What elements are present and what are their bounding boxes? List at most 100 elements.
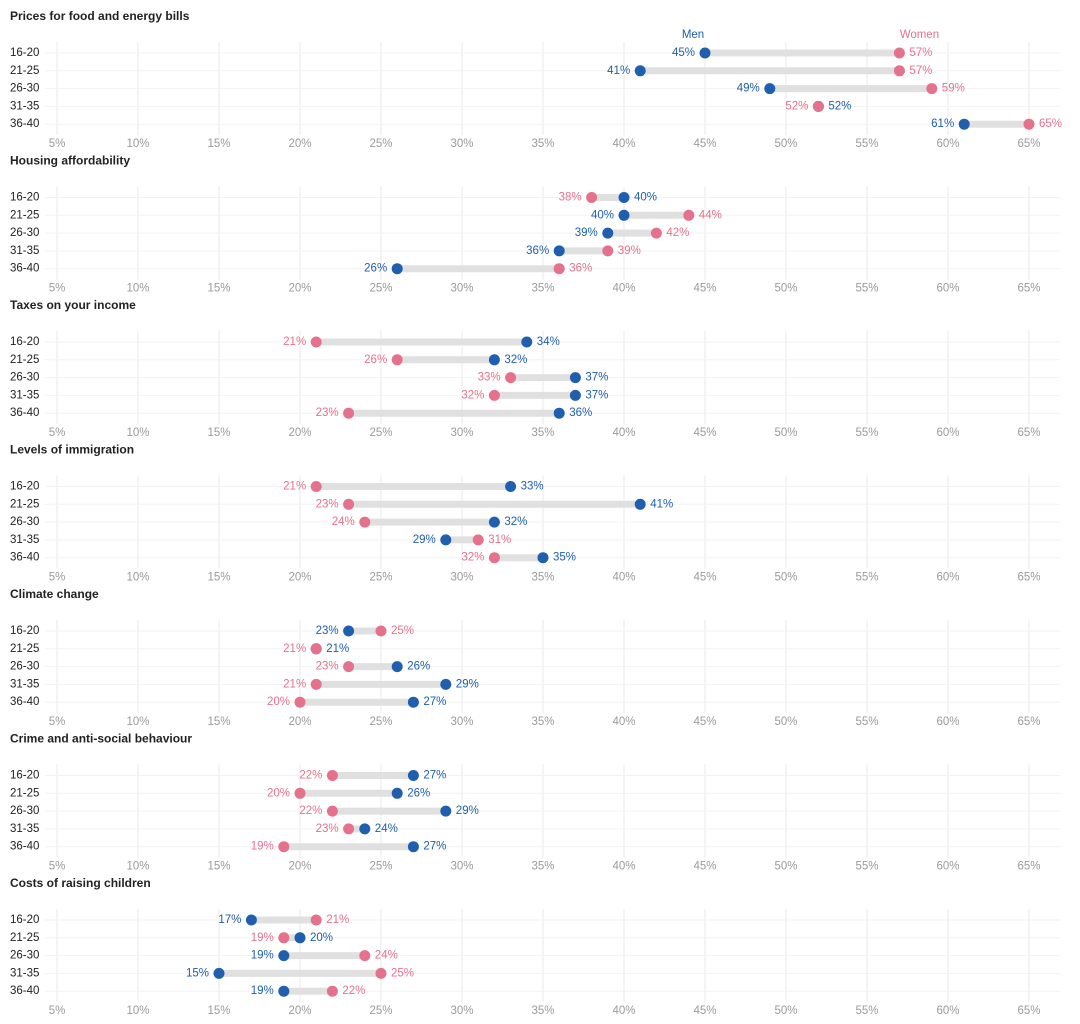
value-label: 20% — [267, 787, 290, 799]
row-label: 21-25 — [10, 787, 39, 799]
dot — [650, 227, 662, 239]
row-label: 26-30 — [10, 950, 39, 962]
x-tick-label: 65% — [1017, 716, 1040, 728]
dot — [440, 805, 452, 817]
value-label: 33% — [521, 481, 544, 493]
value-label: 57% — [909, 47, 932, 59]
x-tick-label: 10% — [126, 427, 149, 439]
dot — [359, 823, 371, 835]
x-tick-label: 65% — [1017, 572, 1040, 584]
x-tick-label: 5% — [49, 283, 66, 295]
value-label: 25% — [391, 625, 414, 637]
dot — [359, 516, 371, 528]
row-label: 16-20 — [10, 625, 39, 637]
value-label: 21% — [283, 678, 306, 690]
value-label: 17% — [218, 914, 241, 926]
dot — [553, 263, 565, 275]
row-label: 21-25 — [10, 643, 39, 655]
row-label: 26-30 — [10, 661, 39, 673]
dot — [391, 354, 403, 366]
x-tick-label: 20% — [288, 427, 311, 439]
value-label: 29% — [456, 678, 479, 690]
x-tick-label: 5% — [49, 138, 66, 150]
x-tick-label: 10% — [126, 572, 149, 584]
row-label: 16-20 — [10, 336, 39, 348]
value-label: 29% — [456, 805, 479, 817]
x-tick-label: 15% — [207, 861, 230, 873]
dot — [488, 552, 500, 564]
value-label: 21% — [283, 481, 306, 493]
value-label: 36% — [526, 245, 549, 257]
dot — [1023, 118, 1035, 130]
dot — [310, 643, 322, 655]
x-tick-label: 45% — [693, 138, 716, 150]
value-label: 23% — [316, 498, 339, 510]
x-tick-label: 30% — [450, 861, 473, 873]
value-label: 24% — [375, 950, 398, 962]
row-label: 26-30 — [10, 805, 39, 817]
dot — [391, 787, 403, 799]
x-tick-label: 10% — [126, 1005, 149, 1017]
x-tick-label: 60% — [936, 1005, 959, 1017]
dot — [505, 372, 517, 384]
dot — [958, 118, 970, 130]
dot — [343, 407, 355, 419]
dot — [343, 823, 355, 835]
x-tick-label: 50% — [774, 283, 797, 295]
x-tick-label: 35% — [531, 716, 554, 728]
row-label: 26-30 — [10, 372, 39, 384]
value-label: 57% — [909, 65, 932, 77]
x-tick-label: 25% — [369, 1005, 392, 1017]
row-label: 16-20 — [10, 47, 39, 59]
row-label: 31-35 — [10, 389, 39, 401]
x-tick-label: 20% — [288, 716, 311, 728]
value-label: 39% — [618, 245, 641, 257]
dot — [213, 967, 225, 979]
dot — [245, 914, 257, 926]
value-label: 49% — [737, 83, 760, 95]
row-label: 31-35 — [10, 678, 39, 690]
x-tick-label: 35% — [531, 283, 554, 295]
value-label: 22% — [299, 770, 322, 782]
value-label: 36% — [569, 407, 592, 419]
value-label: 21% — [283, 643, 306, 655]
row-label: 21-25 — [10, 498, 39, 510]
dot — [310, 678, 322, 690]
x-tick-label: 50% — [774, 1005, 797, 1017]
value-label: 23% — [316, 625, 339, 637]
value-label: 23% — [316, 407, 339, 419]
row-label: 36-40 — [10, 407, 39, 419]
panel-title: Prices for food and energy bills — [10, 9, 190, 23]
x-tick-label: 25% — [369, 283, 392, 295]
panel-title: Climate change — [10, 587, 99, 601]
dot — [407, 696, 419, 708]
x-tick-label: 65% — [1017, 427, 1040, 439]
x-tick-label: 35% — [531, 861, 554, 873]
value-label: 19% — [251, 950, 274, 962]
x-tick-label: 60% — [936, 716, 959, 728]
value-label: 24% — [375, 823, 398, 835]
panel-title: Crime and anti-social behaviour — [10, 732, 192, 746]
x-tick-label: 15% — [207, 1005, 230, 1017]
x-tick-label: 15% — [207, 138, 230, 150]
x-tick-label: 55% — [855, 427, 878, 439]
value-label: 19% — [251, 985, 274, 997]
panel-title: Taxes on your income — [10, 298, 136, 312]
value-label: 23% — [316, 661, 339, 673]
value-label: 22% — [299, 805, 322, 817]
panel-title: Levels of immigration — [10, 443, 134, 457]
x-tick-label: 30% — [450, 138, 473, 150]
row-label: 26-30 — [10, 227, 39, 239]
dot — [326, 805, 338, 817]
value-label: 52% — [785, 100, 808, 112]
x-tick-label: 55% — [855, 572, 878, 584]
x-tick-label: 55% — [855, 1005, 878, 1017]
x-tick-label: 15% — [207, 572, 230, 584]
value-label: 41% — [607, 65, 630, 77]
dot — [440, 678, 452, 690]
dot — [310, 336, 322, 348]
x-tick-label: 40% — [612, 1005, 635, 1017]
x-tick-label: 65% — [1017, 283, 1040, 295]
row-label: 36-40 — [10, 118, 39, 130]
